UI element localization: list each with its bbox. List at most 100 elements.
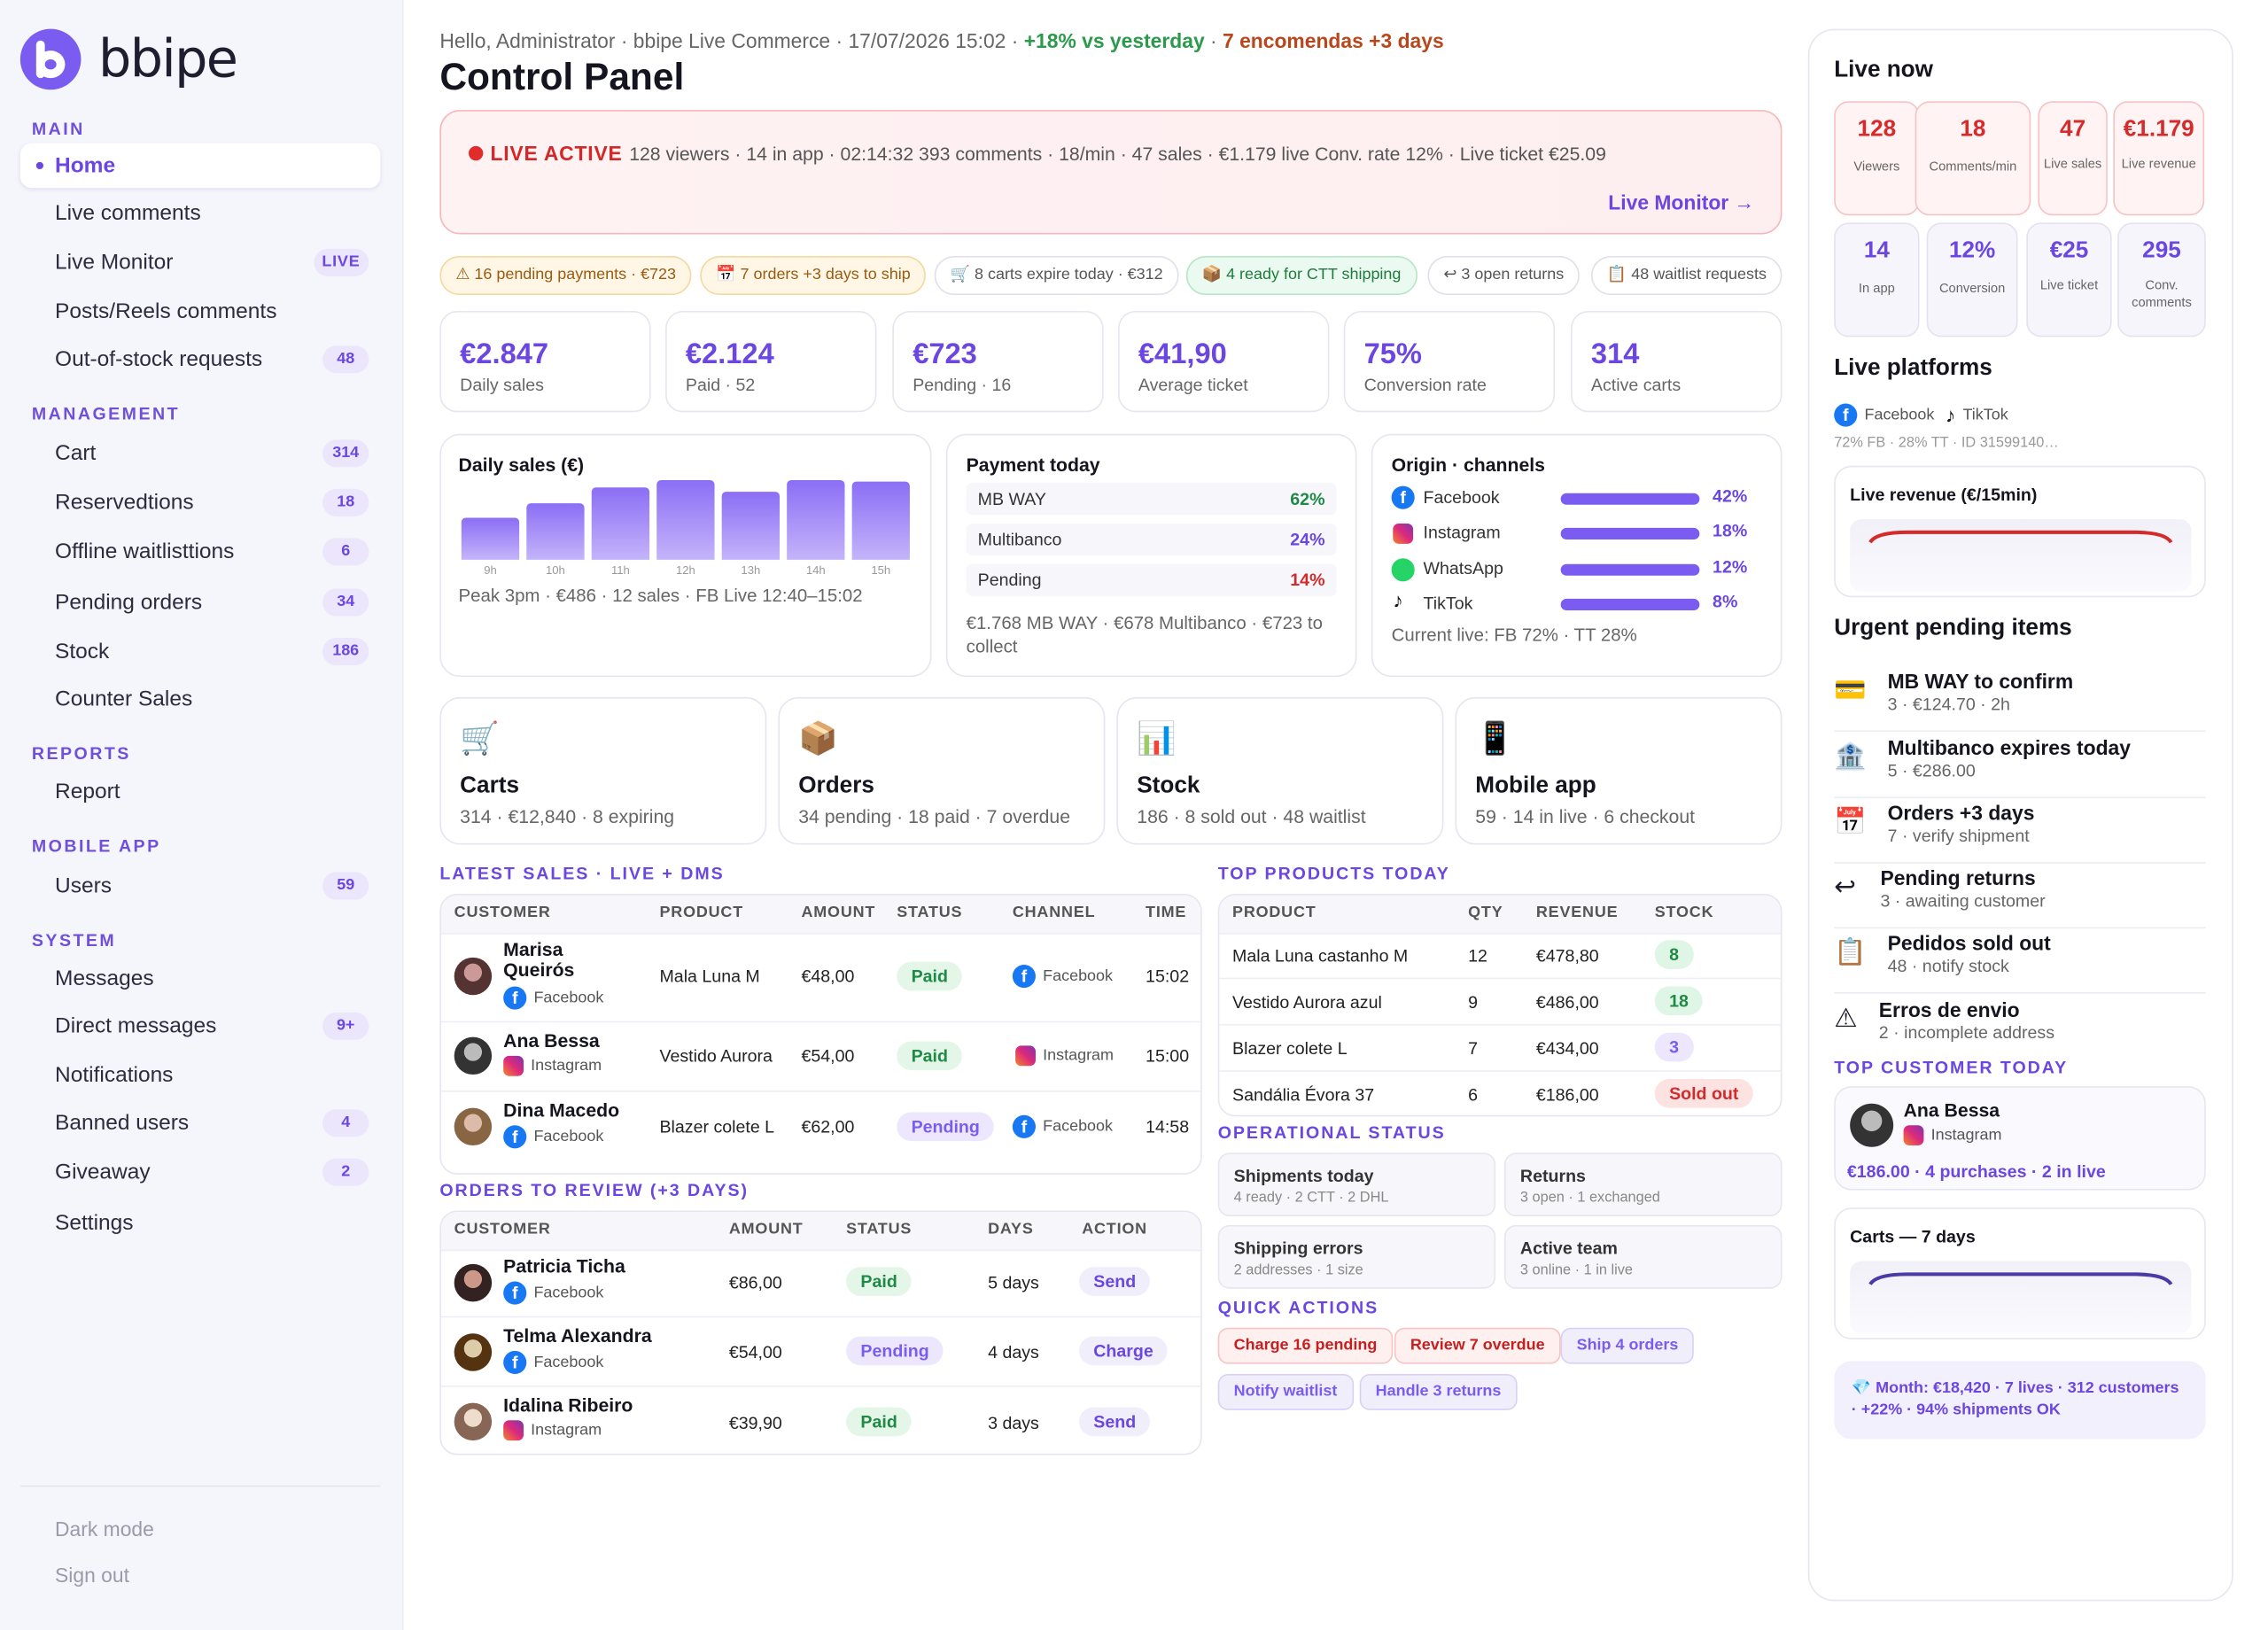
sidebar-item-pending-orders[interactable]: Pending orders 34 <box>20 580 381 625</box>
op-active-team[interactable]: Active team 3 online · 1 in live <box>1503 1224 1783 1289</box>
sidebar-item-giveaway[interactable]: Giveaway 2 <box>20 1150 381 1195</box>
sidebar-item-label: Settings <box>55 1210 134 1236</box>
channel-bar-tiktok <box>1560 598 1700 610</box>
tile-stock[interactable]: 📊 Stock 186 · 8 sold out · 48 waitlist <box>1116 696 1444 845</box>
sidebar-item-counter-sales[interactable]: Counter Sales <box>20 677 381 722</box>
charge-pending-button[interactable]: Charge 16 pending <box>1217 1327 1394 1364</box>
kpi-label: Daily sales <box>460 374 544 395</box>
kpi-label: Average ticket <box>1138 374 1248 395</box>
chip-pending-payments[interactable]: ⚠ 16 pending payments · €723 <box>439 255 692 296</box>
send-button[interactable]: Send <box>1078 1407 1151 1437</box>
op-returns[interactable]: Returns 3 open · 1 exchanged <box>1503 1153 1783 1217</box>
send-button[interactable]: Send <box>1078 1267 1151 1296</box>
brand-logo[interactable]: bbipe <box>19 28 238 90</box>
carts-chart-title: Carts — 7 days <box>1850 1226 1976 1247</box>
chip-waitlist-requests[interactable]: 📋 48 waitlist requests <box>1590 255 1783 296</box>
tile-carts[interactable]: 🛒 Carts 314 · €12,840 · 8 expiring <box>439 696 767 845</box>
sidebar-item-reservations[interactable]: Reservedtions 18 <box>20 480 381 525</box>
live-revenue-sparkline <box>1868 530 2173 544</box>
sidebar-item-label: Stock <box>55 639 110 664</box>
live-revenue-chart <box>1850 519 2192 592</box>
instagram-icon <box>503 1055 524 1076</box>
kpi-label: Active carts <box>1590 374 1682 395</box>
tile-title: Orders <box>798 773 874 799</box>
chip-carts-expire[interactable]: 🛒 8 carts expire today · €312 <box>934 255 1179 296</box>
customer-name[interactable]: Marisa Queirós <box>503 938 575 981</box>
sidebar-item-settings[interactable]: Settings <box>20 1200 381 1246</box>
whatsapp-icon <box>1391 558 1415 582</box>
product-cell[interactable]: Mala Luna castanho M <box>1232 945 1409 966</box>
sidebar-item-stock[interactable]: Stock 186 <box>20 629 381 674</box>
urgent-shipping-errors[interactable]: ⚠ Erros de envio 2 · incomplete address <box>1834 995 2206 1060</box>
tile-mobile-app[interactable]: 📱 Mobile app 59 · 14 in live · 6 checkout <box>1455 696 1783 845</box>
customer-name[interactable]: Patricia Ticha <box>503 1255 625 1277</box>
facebook-icon: f <box>1012 964 1036 989</box>
urgent-item-sub: 48 · notify stock <box>1887 956 2009 977</box>
handle-returns-button[interactable]: Handle 3 returns <box>1359 1374 1518 1410</box>
channel-label: Facebook <box>1043 967 1114 985</box>
product-cell[interactable]: Blazer colete L <box>1232 1038 1348 1060</box>
op-shipping-errors[interactable]: Shipping errors 2 addresses · 1 size <box>1217 1224 1496 1289</box>
urgent-sold-out[interactable]: 📋 Pedidos sold out 48 · notify stock <box>1834 928 2206 994</box>
count-badge: 186 <box>322 637 369 666</box>
stat-value: 47 <box>2060 117 2086 142</box>
customer-name[interactable]: Idalina Ribeiro <box>503 1393 633 1417</box>
review-overdue-button[interactable]: Review 7 overdue <box>1394 1327 1561 1364</box>
sidebar-divider <box>19 1485 381 1487</box>
clipboard-icon: 📋 <box>1834 936 1867 966</box>
tile-orders[interactable]: 📦 Orders 34 pending · 18 paid · 7 overdue <box>778 696 1106 845</box>
chip-ready-ctt[interactable]: 📦 4 ready for CTT shipping <box>1185 255 1418 296</box>
warning-icon: ⚠ <box>1834 1004 1858 1033</box>
tile-subtitle: 59 · 14 in live · 6 checkout <box>1475 805 1696 827</box>
x-tick-label: 11h <box>610 563 630 578</box>
notify-waitlist-button[interactable]: Notify waitlist <box>1217 1374 1354 1410</box>
op-title: Shipments today <box>1233 1165 1374 1186</box>
orders-alert: 7 encomendas +3 days <box>1223 28 1444 52</box>
sidebar-item-messages[interactable]: Messages <box>20 956 381 1001</box>
sidebar-item-offline-waitlist[interactable]: Offline waitlisttions 6 <box>20 530 381 575</box>
sidebar-item-label: Live comments <box>55 200 201 226</box>
customer-source: f Facebook <box>503 1350 603 1375</box>
ship-orders-button[interactable]: Ship 4 orders <box>1560 1327 1695 1364</box>
chip-open-returns[interactable]: ↩ 3 open returns <box>1427 255 1581 296</box>
sidebar-item-banned-users[interactable]: Banned users 4 <box>20 1100 381 1145</box>
payment-pct: 24% <box>1290 529 1325 550</box>
urgent-item-title: Multibanco expires today <box>1887 736 2131 760</box>
product-cell[interactable]: Sandália Évora 37 <box>1232 1084 1375 1106</box>
revenue-cell: €186,00 <box>1535 1084 1599 1106</box>
sidebar-item-report[interactable]: Report <box>20 770 381 815</box>
sign-out-button[interactable]: Sign out <box>55 1563 129 1587</box>
customer-name[interactable]: Dina Macedo <box>503 1098 620 1122</box>
sidebar-item-home[interactable]: Home <box>19 143 381 189</box>
carts-sparkline <box>1868 1272 2173 1286</box>
facebook-icon: f <box>503 1281 527 1305</box>
sidebar-section-system: SYSTEM <box>31 929 117 951</box>
op-shipments-today[interactable]: Shipments today 4 ready · 2 CTT · 2 DHL <box>1217 1153 1496 1217</box>
customer-name[interactable]: Telma Alexandra <box>503 1324 652 1347</box>
stock-badge: Sold out <box>1654 1078 1753 1108</box>
chip-orders-to-ship[interactable]: 📅 7 orders +3 days to ship <box>700 255 927 296</box>
dark-mode-toggle[interactable]: Dark mode <box>55 1517 154 1541</box>
urgent-orders[interactable]: 📅 Orders +3 days 7 · verify shipment <box>1834 798 2206 864</box>
sidebar-item-label: Pending orders <box>55 590 203 615</box>
urgent-returns[interactable]: ↩ Pending returns 3 · awaiting customer <box>1834 864 2206 929</box>
customer-name[interactable]: Ana Bessa <box>503 1029 600 1052</box>
sidebar-item-users[interactable]: Users 59 <box>20 864 381 909</box>
sidebar-item-live-monitor[interactable]: Live Monitor LIVE <box>20 240 381 285</box>
sidebar-item-cart[interactable]: Cart 314 <box>20 431 381 477</box>
sidebar-item-posts-reels-comments[interactable]: Posts/Reels comments <box>20 290 381 335</box>
stock-badge: 8 <box>1654 940 1694 969</box>
urgent-mbway[interactable]: 💳 MB WAY to confirm 3 · €124.70 · 2h <box>1834 667 2206 733</box>
live-monitor-link[interactable]: Live Monitor → <box>1608 190 1755 214</box>
channel-label: Facebook <box>1043 1118 1114 1136</box>
sidebar-item-direct-messages[interactable]: Direct messages 9+ <box>20 1004 381 1049</box>
sidebar-item-out-of-stock[interactable]: Out-of-stock requests 48 <box>20 337 381 382</box>
product-cell[interactable]: Vestido Aurora azul <box>1232 991 1382 1013</box>
orders-review-heading: ORDERS TO REVIEW (+3 DAYS) <box>439 1180 750 1201</box>
top-customer-card[interactable] <box>1834 1086 2206 1191</box>
urgent-multibanco[interactable]: 🏦 Multibanco expires today 5 · €286.00 <box>1834 734 2206 799</box>
sidebar-item-notifications[interactable]: Notifications <box>20 1053 381 1098</box>
col-amount: AMOUNT <box>801 904 876 921</box>
charge-button[interactable]: Charge <box>1078 1336 1169 1366</box>
sidebar-item-live-comments[interactable]: Live comments <box>20 191 381 237</box>
